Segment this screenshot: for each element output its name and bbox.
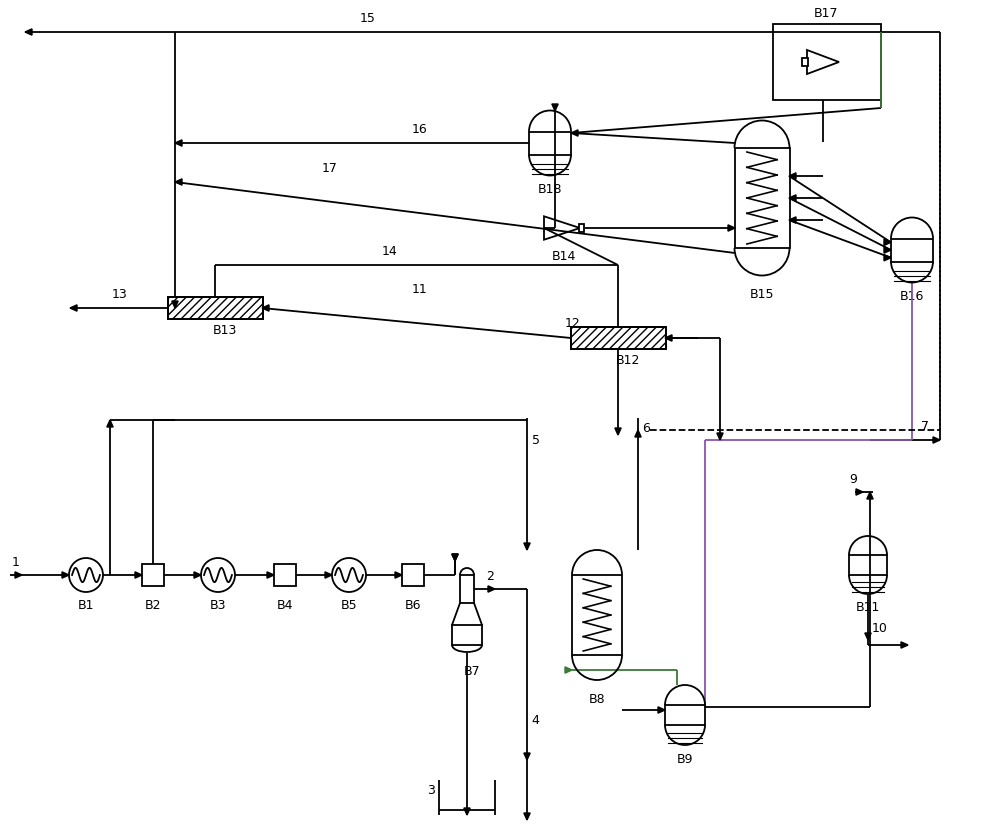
Polygon shape — [62, 572, 69, 578]
Polygon shape — [172, 301, 178, 308]
Polygon shape — [15, 572, 22, 578]
Polygon shape — [194, 572, 201, 578]
Text: B14: B14 — [552, 250, 576, 263]
Polygon shape — [789, 194, 796, 201]
Text: B4: B4 — [277, 599, 293, 612]
Text: 12: 12 — [564, 317, 580, 330]
Text: B3: B3 — [210, 599, 226, 612]
Polygon shape — [635, 430, 641, 437]
Bar — [142, 564, 164, 586]
Text: B2: B2 — [145, 599, 161, 612]
Text: B17: B17 — [814, 7, 838, 20]
Polygon shape — [262, 305, 269, 311]
Bar — [570, 327, 666, 349]
Bar — [665, 705, 705, 725]
Bar — [849, 555, 887, 575]
Polygon shape — [789, 173, 796, 179]
Polygon shape — [524, 813, 530, 820]
Text: B1: B1 — [78, 599, 94, 612]
Bar — [773, 24, 881, 100]
Bar — [460, 575, 474, 603]
Text: 13: 13 — [112, 288, 128, 301]
Polygon shape — [728, 225, 735, 231]
Text: 9: 9 — [849, 473, 857, 486]
Polygon shape — [175, 179, 182, 185]
Text: 3: 3 — [427, 784, 435, 796]
Polygon shape — [615, 428, 621, 435]
Bar — [579, 224, 584, 232]
Bar — [168, 297, 262, 319]
Polygon shape — [865, 633, 871, 640]
Text: 7: 7 — [921, 420, 929, 433]
Polygon shape — [267, 572, 274, 578]
Bar — [529, 131, 571, 155]
Bar — [452, 625, 482, 645]
Text: 10: 10 — [872, 622, 888, 635]
Polygon shape — [565, 666, 572, 673]
Polygon shape — [25, 29, 32, 35]
Polygon shape — [452, 554, 458, 561]
Polygon shape — [524, 753, 530, 760]
Bar — [734, 148, 790, 248]
Polygon shape — [452, 554, 458, 561]
Text: B9: B9 — [677, 753, 693, 766]
Text: B5: B5 — [341, 599, 357, 612]
Polygon shape — [867, 492, 873, 499]
Polygon shape — [175, 140, 182, 146]
Polygon shape — [665, 335, 672, 342]
Bar — [891, 238, 933, 262]
Bar — [570, 327, 666, 349]
Text: 2: 2 — [486, 570, 494, 583]
Polygon shape — [717, 433, 723, 440]
Text: B6: B6 — [405, 599, 421, 612]
Bar — [274, 564, 296, 586]
Polygon shape — [571, 130, 578, 136]
Polygon shape — [884, 254, 891, 261]
Text: 4: 4 — [531, 714, 539, 726]
Text: 6: 6 — [642, 421, 650, 435]
Text: 14: 14 — [382, 245, 398, 258]
Polygon shape — [789, 217, 796, 224]
Polygon shape — [901, 642, 908, 648]
Text: B11: B11 — [856, 601, 880, 614]
Polygon shape — [464, 808, 470, 815]
Text: 17: 17 — [322, 162, 338, 175]
Polygon shape — [856, 489, 863, 495]
Polygon shape — [70, 305, 77, 311]
Text: 16: 16 — [412, 123, 428, 136]
Bar — [402, 564, 424, 586]
Polygon shape — [658, 707, 665, 713]
Text: B12: B12 — [616, 354, 640, 367]
Polygon shape — [884, 247, 891, 253]
Text: B7: B7 — [464, 665, 480, 678]
Polygon shape — [552, 104, 558, 111]
Text: B18: B18 — [538, 183, 562, 196]
Polygon shape — [325, 572, 332, 578]
Bar — [802, 58, 808, 66]
Text: 11: 11 — [412, 283, 428, 296]
Text: B16: B16 — [900, 290, 924, 303]
Text: B8: B8 — [589, 693, 605, 706]
Polygon shape — [107, 420, 113, 427]
Polygon shape — [135, 572, 142, 578]
Polygon shape — [884, 239, 891, 245]
Text: B13: B13 — [213, 324, 237, 337]
Text: 15: 15 — [360, 12, 376, 25]
Bar — [168, 297, 262, 319]
Bar — [572, 575, 622, 655]
Polygon shape — [488, 586, 495, 593]
Polygon shape — [933, 437, 940, 443]
Polygon shape — [524, 543, 530, 550]
Text: 1: 1 — [12, 556, 20, 569]
Text: B15: B15 — [750, 288, 774, 301]
Polygon shape — [395, 572, 402, 578]
Text: 5: 5 — [532, 434, 540, 446]
